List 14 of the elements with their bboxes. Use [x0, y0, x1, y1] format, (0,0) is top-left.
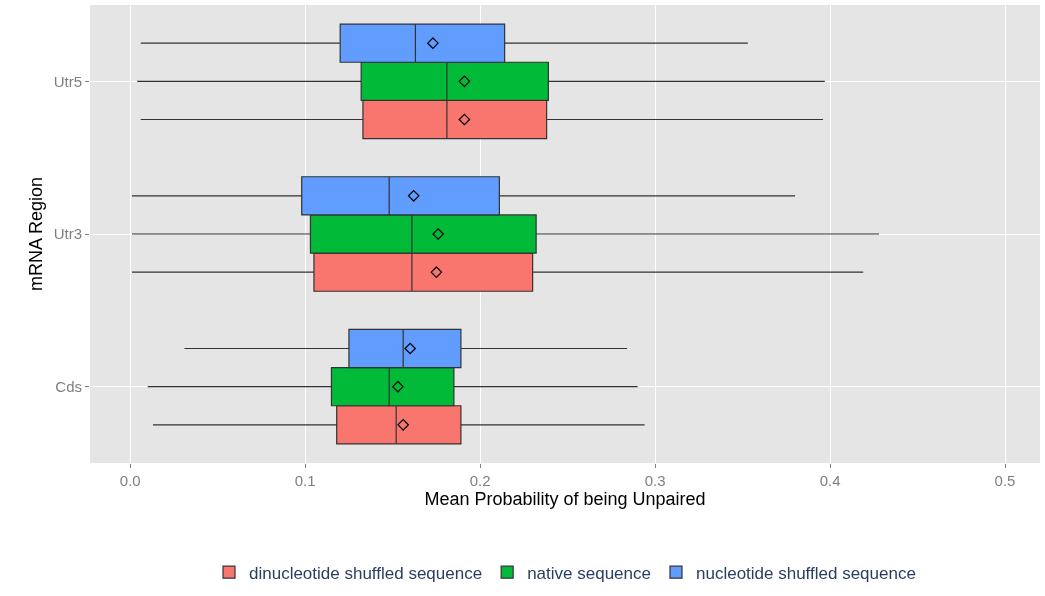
- y-axis-title: mRNA Region: [25, 176, 46, 292]
- x-tick-label: 0.4: [819, 472, 841, 489]
- x-tick-label: 0.3: [644, 472, 666, 489]
- x-tick-label: 0.5: [994, 472, 1016, 489]
- x-axis-title: Mean Probability of being Unpaired: [424, 489, 706, 510]
- legend-label: native sequence: [527, 563, 651, 583]
- x-tick-label: 0.1: [294, 472, 316, 489]
- y-tick-label: Cds: [55, 377, 82, 395]
- y-tick-label: Utr5: [53, 72, 82, 90]
- x-tick-label: 0.0: [119, 472, 141, 489]
- y-tick-label: Utr3: [53, 225, 82, 243]
- legend-label: nucleotide shuffled sequence: [695, 563, 916, 583]
- legend-label: dinucleotide shuffled sequence: [249, 563, 483, 583]
- x-tick-label: 0.2: [469, 472, 491, 489]
